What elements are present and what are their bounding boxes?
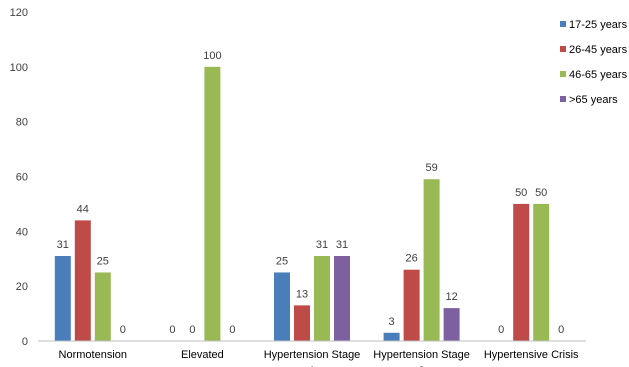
category-label: Normotension: [59, 349, 127, 361]
data-label: 3: [389, 316, 395, 328]
data-label: 12: [445, 291, 457, 303]
data-label: 0: [558, 324, 564, 336]
bar-26-45-years: [513, 203, 530, 341]
y-tick-label: 120: [10, 7, 28, 19]
bar-26-45-years: [74, 220, 91, 341]
data-label: 25: [276, 255, 288, 267]
legend-item-17-25-years: 17-25 years: [560, 19, 628, 31]
bar-26-45-years: [403, 269, 420, 341]
bar-26-45-years: [294, 305, 310, 341]
legend-swatch: [560, 21, 566, 27]
legend: 17-25 years 26-45 years 46-65 years >65 yea…: [560, 19, 628, 106]
legend-swatch: [560, 46, 566, 52]
bar-46-65-years: [94, 272, 111, 341]
y-tick-label: 20: [16, 281, 28, 293]
bar-17-25-years: [54, 256, 71, 341]
data-label: 31: [316, 239, 328, 251]
legend-label: >65 years: [569, 94, 618, 106]
bar-65-years: [334, 256, 350, 341]
y-tick-label: 0: [22, 336, 28, 348]
legend-item-65-years: >65 years: [560, 94, 618, 106]
bar-17-25-years: [274, 272, 290, 341]
data-label: 13: [296, 288, 308, 300]
data-label: 50: [515, 187, 527, 199]
y-axis: 0 20 40 60 80 100 120: [10, 7, 28, 348]
y-tick-label: 40: [16, 226, 28, 238]
data-label: 31: [336, 239, 348, 251]
data-label: 31: [57, 239, 69, 251]
legend-label: 46-65 years: [569, 69, 628, 81]
category-label: Hypertension Stage1: [264, 349, 361, 367]
legend-label: 17-25 years: [569, 19, 628, 31]
data-label: 59: [425, 162, 437, 174]
legend-swatch: [560, 71, 566, 77]
category-label: Hypertension Stage2: [373, 349, 470, 367]
category-label: Hypertensive Crisis: [484, 349, 579, 361]
legend-item-46-65-years: 46-65 years: [560, 69, 628, 81]
data-label: 100: [203, 50, 221, 62]
bar-17-25-years: [383, 332, 400, 341]
bar-46-65-years: [423, 179, 440, 341]
data-label: 0: [120, 324, 126, 336]
data-label: 44: [77, 203, 89, 215]
data-label: 0: [189, 324, 195, 336]
legend-swatch: [560, 96, 566, 102]
bar-46-65-years: [314, 256, 330, 341]
legend-item-26-45-years: 26-45 years: [560, 44, 628, 56]
data-label: 26: [405, 253, 417, 265]
data-label: 0: [169, 324, 175, 336]
x-axis: Normotension Elevated Hypertension Stage1 H…: [59, 349, 580, 367]
data-labels: 31 44 25 0 0 0 100 0 25 13 31 31 3 26 59 12 0 50 50 0: [57, 50, 565, 336]
y-tick-label: 80: [16, 117, 28, 129]
data-label: 50: [535, 187, 547, 199]
y-tick-label: 60: [16, 172, 28, 184]
bars: [54, 66, 550, 341]
data-label: 0: [229, 324, 235, 336]
bar-46-65-years: [533, 203, 550, 341]
data-label: 25: [97, 255, 109, 267]
bar-65-years: [443, 308, 460, 341]
data-label: 0: [498, 324, 504, 336]
y-tick-label: 100: [10, 62, 28, 74]
legend-label: 26-45 years: [569, 44, 628, 56]
bar-46-65-years: [204, 66, 221, 341]
category-label: Elevated: [181, 349, 224, 361]
